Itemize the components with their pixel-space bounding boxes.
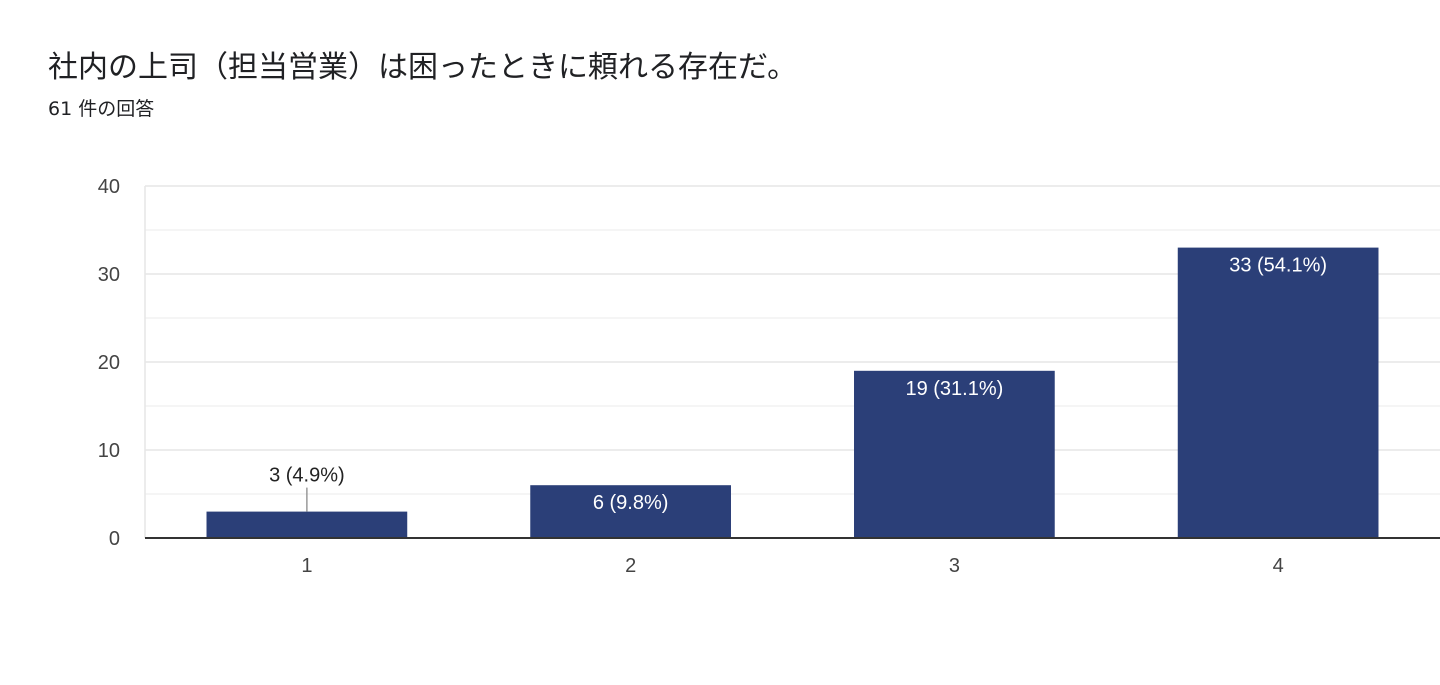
data-label-4: 33 (54.1%) [1229,255,1327,277]
x-tick-label: 4 [1273,555,1284,577]
y-tick-label: 10 [98,440,120,462]
data-labels: 3 (4.9%) 6 (9.8%) 19 (31.1%) 33 (54.1%) [269,255,1327,515]
data-label-2: 6 (9.8%) [593,492,669,514]
y-tick-label: 40 [98,176,120,198]
question-title: 社内の上司（担当営業）は困ったときに頼れる存在だ。 [48,50,798,85]
y-tick-label: 0 [109,528,120,550]
bar-1 [206,511,408,538]
x-axis-ticks: 1 2 3 4 [301,555,1283,577]
y-axis-ticks: 0 10 20 30 40 [98,176,120,550]
x-tick-label: 2 [625,555,636,577]
bar-2 [530,485,731,538]
response-count: 61 件の回答 [48,98,155,120]
x-tick-label: 1 [301,555,312,577]
data-label-3: 19 (31.1%) [905,378,1003,400]
bar-4 [1177,247,1379,538]
bar-3 [854,370,1055,538]
x-tick-label: 3 [949,555,960,577]
y-tick-label: 30 [98,264,120,286]
data-label-1: 3 (4.9%) [269,465,345,487]
bars [206,247,1379,538]
y-tick-label: 20 [98,352,120,374]
